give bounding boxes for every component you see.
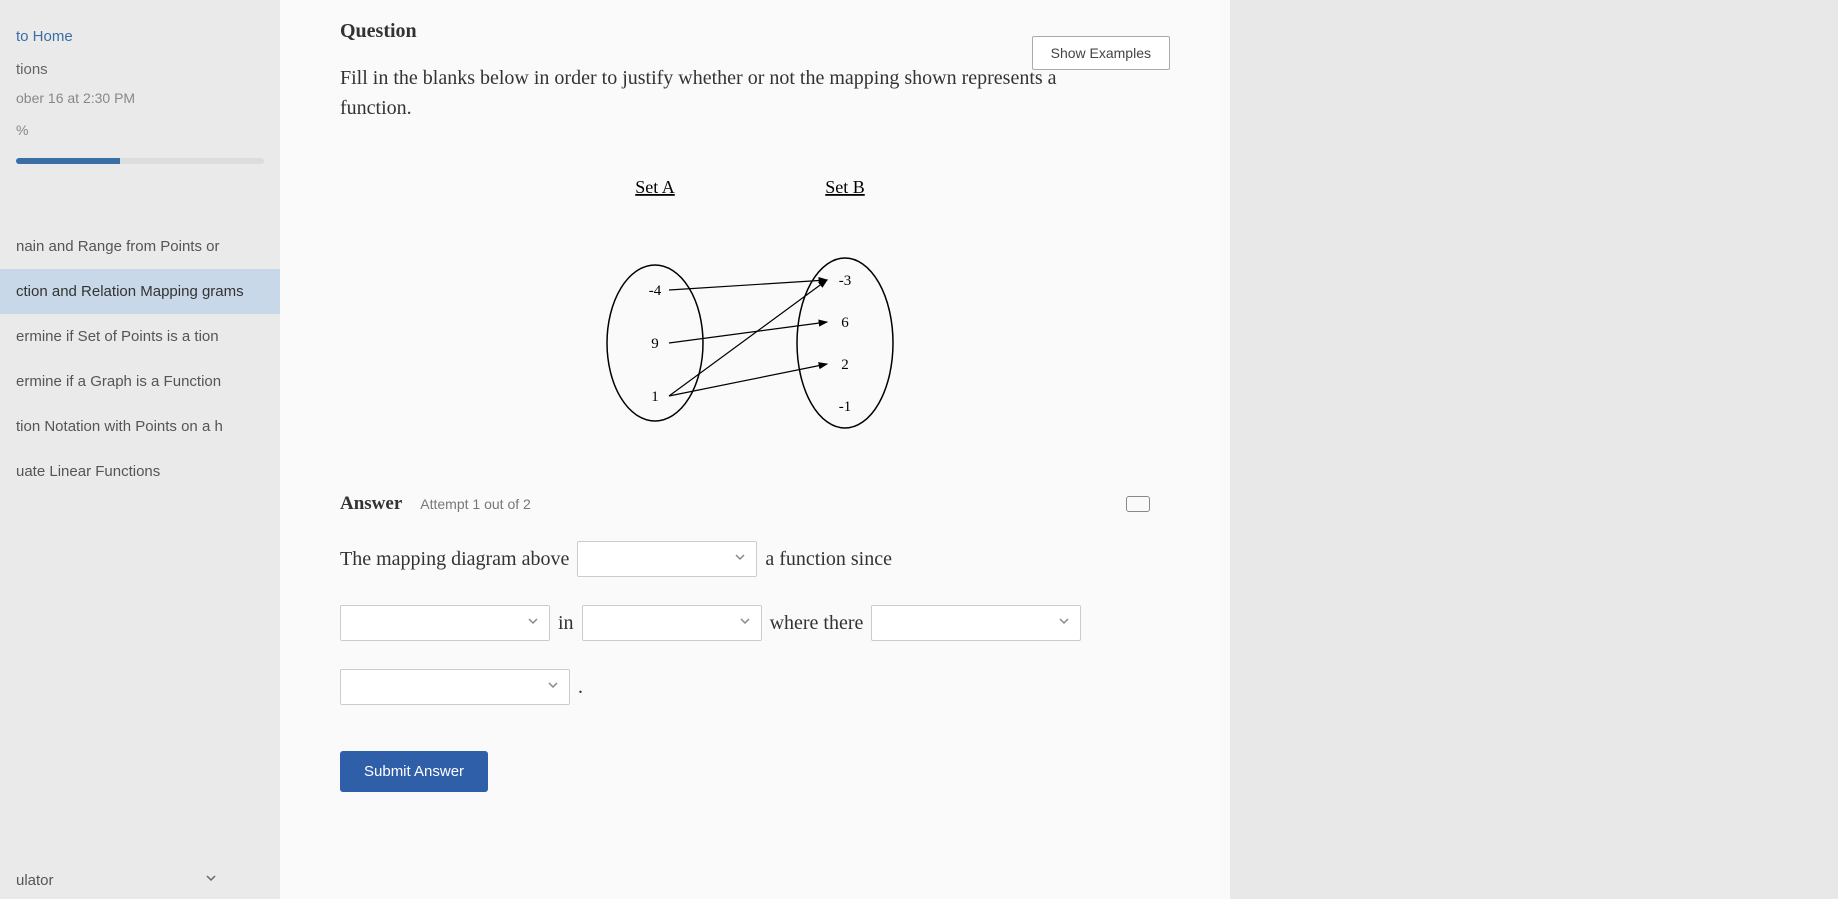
sidebar-section: tions xyxy=(0,53,280,86)
sidebar-item-graph-function[interactable]: ermine if a Graph is a Function xyxy=(0,359,280,404)
svg-text:Set B: Set B xyxy=(825,177,865,197)
progress-bar xyxy=(0,150,280,184)
svg-text:1: 1 xyxy=(651,389,659,405)
attempt-text: Attempt 1 out of 2 xyxy=(420,496,531,512)
svg-text:2: 2 xyxy=(841,357,849,373)
svg-text:-4: -4 xyxy=(649,283,662,299)
sentence-part-3: in xyxy=(558,599,574,647)
svg-text:-1: -1 xyxy=(839,399,852,415)
chevron-down-icon xyxy=(547,670,559,704)
mapping-diagram: Set A Set B -4 9 1 -3 6 2 -1 xyxy=(340,153,1170,453)
due-date: ober 16 at 2:30 PM xyxy=(0,86,280,118)
answer-label: Answer xyxy=(340,493,402,515)
sentence-part-2: a function since xyxy=(765,535,892,583)
sidebar-item-notation-points[interactable]: tion Notation with Points on a h xyxy=(0,404,280,449)
sidebar-item-linear-functions[interactable]: uate Linear Functions xyxy=(0,449,280,494)
dropdown-final[interactable] xyxy=(340,669,570,705)
dropdown-element[interactable] xyxy=(340,605,550,641)
show-examples-button[interactable]: Show Examples xyxy=(1032,36,1170,70)
svg-text:Set A: Set A xyxy=(635,177,675,197)
keyboard-icon[interactable] xyxy=(1126,496,1150,512)
chevron-down-icon xyxy=(527,606,539,640)
home-link[interactable]: to Home xyxy=(0,20,280,53)
dropdown-reason[interactable] xyxy=(871,605,1081,641)
sentence-part-4: where there xyxy=(770,599,864,647)
answer-sentence: The mapping diagram above a function sin… xyxy=(340,535,1170,711)
progress-label: % xyxy=(0,118,280,150)
chevron-down-icon xyxy=(734,542,746,576)
chevron-down-icon xyxy=(739,606,751,640)
sidebar-item-set-points[interactable]: ermine if Set of Points is a tion xyxy=(0,314,280,359)
dropdown-set[interactable] xyxy=(582,605,762,641)
svg-text:9: 9 xyxy=(651,336,659,352)
svg-text:6: 6 xyxy=(841,315,849,331)
sentence-period: . xyxy=(578,663,583,711)
sidebar: to Home tions ober 16 at 2:30 PM % nain … xyxy=(0,0,280,899)
chevron-down-icon xyxy=(1058,606,1070,640)
chevron-down-icon[interactable] xyxy=(204,871,218,889)
svg-text:-3: -3 xyxy=(839,273,852,289)
sidebar-item-domain-range[interactable]: nain and Range from Points or xyxy=(0,224,280,269)
sentence-part-1: The mapping diagram above xyxy=(340,535,569,583)
submit-button[interactable]: Submit Answer xyxy=(340,751,488,792)
main-content: Question Show Examples Fill in the blank… xyxy=(280,0,1230,899)
dropdown-is-isnot[interactable] xyxy=(577,541,757,577)
sidebar-item-mapping[interactable]: ction and Relation Mapping grams xyxy=(0,269,280,314)
question-text: Fill in the blanks below in order to jus… xyxy=(340,63,1100,123)
calculator-link[interactable]: ulator xyxy=(16,872,54,889)
